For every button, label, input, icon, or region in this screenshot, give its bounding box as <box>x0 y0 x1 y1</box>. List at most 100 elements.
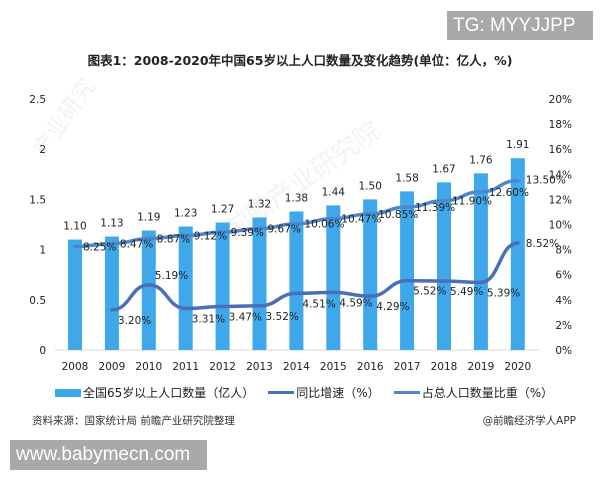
x-tick-label: 2019 <box>468 361 495 373</box>
bar-value-label: 1.10 <box>63 221 86 233</box>
right-tick-label: 10% <box>549 220 572 232</box>
bar-value-label: 1.13 <box>100 218 123 230</box>
share-value-label: 8.47% <box>120 239 153 251</box>
share-value-label: 10.47% <box>341 214 381 226</box>
right-tick-label: 20% <box>549 94 572 106</box>
x-tick-label: 2014 <box>283 361 310 373</box>
bar-value-label: 1.58 <box>395 172 418 184</box>
bar-value-label: 1.23 <box>174 208 197 220</box>
bar-series <box>68 158 525 350</box>
chart-title: 图表1：2008-2020年中国65岁以上人口数量及变化趋势(单位：亿人，%) <box>87 53 513 68</box>
bar-value-label: 1.19 <box>137 212 160 224</box>
share-value-label: 9.67% <box>268 224 301 236</box>
growth-value-label: 3.20% <box>118 315 151 327</box>
bar <box>510 158 525 350</box>
bar-value-label: 1.76 <box>469 154 493 166</box>
bar-value-label: 1.50 <box>359 180 382 192</box>
x-tick-label: 2008 <box>62 361 89 373</box>
x-tick-label: 2013 <box>246 361 273 373</box>
share-value-label: 10.85% <box>378 209 418 221</box>
bar <box>289 211 304 350</box>
share-value-label: 11.39% <box>415 202 455 214</box>
source-note: 资料来源：国家统计局 前瞻产业研究院整理 <box>32 415 235 427</box>
watermark-bottom: www.babymecn.com <box>10 440 207 470</box>
line-series <box>73 178 520 312</box>
left-tick-label: 2 <box>39 144 46 156</box>
left-axis: 0 0.5 1 1.5 2 2.5 <box>29 94 46 357</box>
x-tick-label: 2016 <box>357 361 384 373</box>
chart-plot: 前瞻产业研究院 产业研究 00.511.522.5 0%2%4%6%8%10%1… <box>29 75 572 373</box>
growth-value-label: 8.52% <box>526 238 559 250</box>
right-tick-label: 0% <box>555 345 572 357</box>
bar <box>252 217 267 350</box>
x-tick-label: 2015 <box>320 361 347 373</box>
x-tick-label: 2020 <box>504 361 531 373</box>
x-tick-label: 2009 <box>99 361 126 373</box>
legend-item-bar: 全国65岁以上人口数量（亿人） <box>55 384 254 401</box>
right-tick-label: 2% <box>555 320 572 332</box>
legend: 全国65岁以上人口数量（亿人） 同比增速（%） 占总人口数量比重（%） <box>55 384 553 401</box>
x-tick-label: 2011 <box>172 361 199 373</box>
growth-line <box>110 241 520 312</box>
bar <box>400 191 415 350</box>
x-tick-label: 2018 <box>431 361 458 373</box>
growth-value-label: 4.51% <box>302 298 335 310</box>
bar <box>215 222 230 350</box>
watermark-top: TG: MYYJJPP <box>447 11 593 40</box>
bar <box>178 226 193 350</box>
growth-value-label: 5.19% <box>155 270 188 282</box>
bar-value-label: 1.91 <box>506 139 529 151</box>
bar <box>363 199 378 350</box>
right-tick-label: 4% <box>555 295 572 307</box>
bar <box>326 205 341 350</box>
share-value-label: 13.50% <box>526 175 566 187</box>
bar-value-label: 1.32 <box>248 198 271 210</box>
left-tick-label: 2.5 <box>29 94 46 106</box>
x-tick-label: 2012 <box>209 361 236 373</box>
bar-value-label: 1.27 <box>211 203 234 215</box>
line-swatch-icon <box>393 391 420 394</box>
left-tick-label: 0.5 <box>29 295 46 307</box>
x-tick-label: 2010 <box>135 361 162 373</box>
share-value-label: 8.87% <box>157 234 190 246</box>
right-tick-label: 18% <box>549 119 572 131</box>
legend-item-growth: 同比增速（%） <box>268 384 380 401</box>
share-value-label: 11.90% <box>452 196 492 208</box>
legend-label-growth: 同比增速（%） <box>296 386 380 400</box>
share-value-label: 10.06% <box>304 219 344 231</box>
bar <box>437 182 451 350</box>
right-tick-label: 16% <box>549 144 572 156</box>
right-axis: 0% 2% 4% 6% 8% 10% 12% 14% 16% 18% 20% <box>549 94 572 357</box>
right-tick-label: 8% <box>555 245 572 257</box>
growth-value-label: 5.52% <box>413 286 446 298</box>
left-tick-label: 1.5 <box>29 194 46 206</box>
bar-value-label: 1.44 <box>322 186 346 198</box>
bar <box>68 239 82 350</box>
growth-value-label: 3.31% <box>192 313 225 325</box>
left-tick-label: 1 <box>39 245 46 257</box>
growth-value-label: 4.59% <box>339 297 372 309</box>
right-tick-label: 14% <box>549 169 572 181</box>
right-tick-label: 6% <box>555 270 572 282</box>
share-value-label: 8.25% <box>83 241 116 253</box>
growth-value-label: 5.39% <box>487 287 520 299</box>
share-value-label: 9.39% <box>231 227 264 239</box>
data-labels: 1.10 1.13 1.19 1.23 1.27 1.32 1.38 1.44 1.50 1.58… <box>63 139 566 327</box>
bar <box>104 236 119 350</box>
x-tick-label: 2017 <box>394 361 421 373</box>
bar-swatch-icon <box>55 388 81 397</box>
credit-note: @前瞻经济学人APP <box>482 415 576 427</box>
growth-value-label: 3.52% <box>266 311 299 323</box>
share-line <box>73 178 520 249</box>
growth-value-label: 3.47% <box>229 311 262 323</box>
line-swatch-icon <box>268 391 295 394</box>
growth-value-label: 4.29% <box>376 301 409 313</box>
bar <box>141 230 156 350</box>
bar <box>473 173 488 350</box>
x-axis-labels: 2008 2009 2010 2011 2012 2013 2014 2015 2016 2017… <box>62 361 532 373</box>
right-tick-label: 12% <box>549 194 572 206</box>
share-value-label: 9.12% <box>194 231 227 243</box>
share-value-label: 12.60% <box>489 187 529 199</box>
left-tick-label: 0 <box>39 345 46 357</box>
bar-value-label: 1.38 <box>285 192 308 204</box>
